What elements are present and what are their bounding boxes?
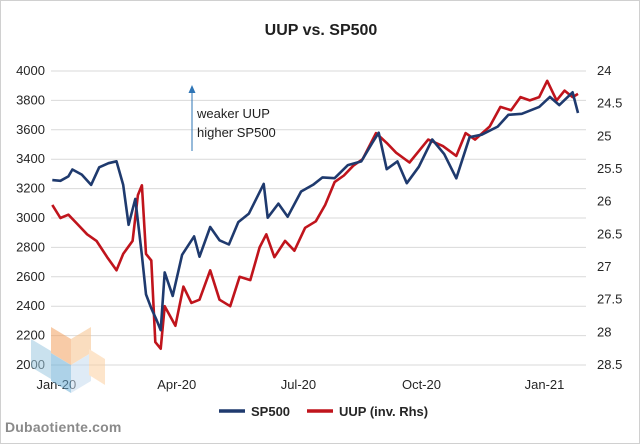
y-right-tick-label: 27	[597, 259, 611, 274]
series-line-sp500	[52, 91, 580, 332]
legend-label-uup: UUP (inv. Rhs)	[339, 404, 428, 419]
legend: SP500 UUP (inv. Rhs)	[219, 404, 428, 419]
y-left-tick-label: 4000	[16, 63, 45, 78]
x-tick-label: Apr-20	[157, 377, 196, 392]
y-left-tick-label: 2600	[16, 269, 45, 284]
series-lines	[51, 79, 580, 350]
y-left-tick-label: 3400	[16, 151, 45, 166]
x-tick-label: Jan-21	[525, 377, 565, 392]
x-tick-label: Jul-20	[281, 377, 316, 392]
watermark-logo	[31, 327, 105, 393]
y-left-tick-label: 2200	[16, 328, 45, 343]
y-right-tick-label: 24.5	[597, 96, 622, 111]
y-right-tick-label: 24	[597, 63, 611, 78]
y-right-tick-label: 25.5	[597, 161, 622, 176]
y-right-tick-label: 26.5	[597, 226, 622, 241]
annotation: weaker UUP higher SP500	[188, 85, 276, 151]
y-left-tick-label: 3200	[16, 181, 45, 196]
y-right-tick-label: 28	[597, 324, 611, 339]
legend-label-sp500: SP500	[251, 404, 290, 419]
y-left-tick-label: 2800	[16, 239, 45, 254]
y-right-tick-label: 27.5	[597, 292, 622, 307]
annotation-line-2: higher SP500	[197, 125, 276, 140]
y-left-tick-label: 3800	[16, 92, 45, 107]
x-tick-label: Oct-20	[402, 377, 441, 392]
chart-title: UUP vs. SP500	[265, 22, 378, 39]
y-left-tick-label: 3000	[16, 210, 45, 225]
annotation-line-1: weaker UUP	[196, 106, 270, 121]
y-left-tick-label: 3600	[16, 122, 45, 137]
y-right-tick-label: 26	[597, 194, 611, 209]
gridlines	[51, 70, 586, 366]
y-left-tick-label: 2400	[16, 298, 45, 313]
y-right-tick-label: 25	[597, 128, 611, 143]
y-right-tick-label: 28.5	[597, 357, 622, 372]
x-axis-ticks: Jan-20 Apr-20 Jul-20 Oct-20 Jan-21	[36, 377, 564, 392]
annotation-arrowhead	[188, 85, 196, 93]
watermark-text: Dubaotiente.com	[5, 419, 122, 435]
right-axis-ticks: 24 24.5 25 25.5 26 26.5 27 27.5 28 28.5	[597, 63, 622, 372]
